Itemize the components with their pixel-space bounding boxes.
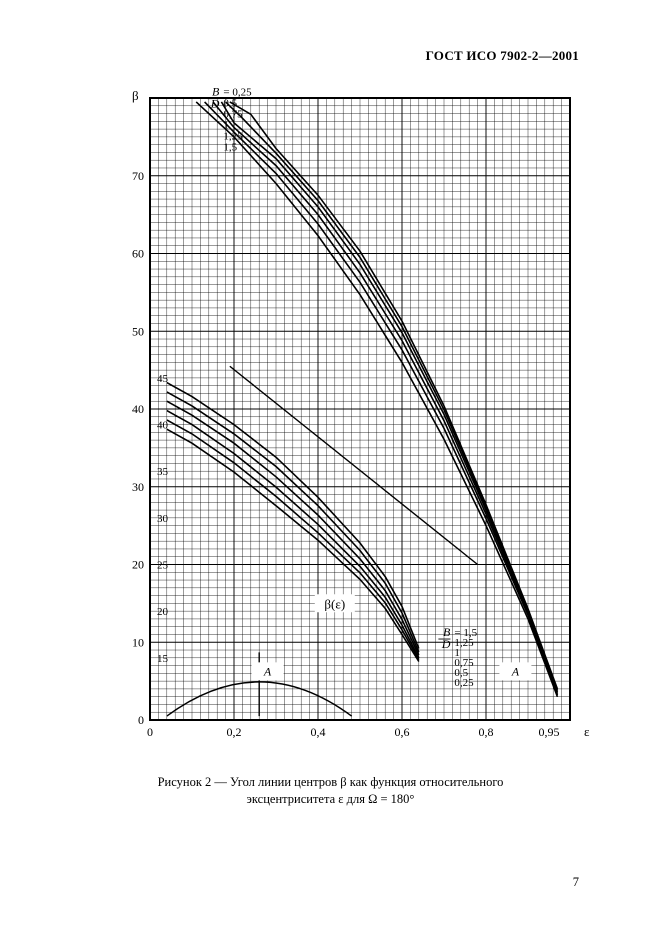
y-tick-inner-label: 45	[157, 373, 169, 385]
y-tick-label: 0	[138, 713, 144, 727]
y-tick-label: 50	[132, 324, 144, 338]
caption-line-2: эксцентриситета ε для Ω = 180°	[247, 792, 415, 806]
y-tick-label: 10	[132, 635, 144, 649]
page-number: 7	[573, 875, 579, 890]
x-tick-label: 0	[147, 725, 153, 739]
x-tick-label: 0,4	[311, 725, 326, 739]
x-tick-label: 0,8	[479, 725, 494, 739]
guide-line	[230, 366, 478, 564]
x-tick-label: 0,95	[539, 725, 560, 739]
ratio-label-top: D	[210, 97, 220, 111]
y-tick-label: 40	[132, 402, 144, 416]
chart-svg: 0 10 20 30 40 50 60 70 0 0,2 0,4 0,6 0,8 0,95 β ε 15 20 25…	[110, 86, 590, 756]
page-root: ГОСТ ИСО 7902-2—2001 0 10 20 30 40 50 60 70 0 0,2…	[0, 0, 661, 936]
y-tick-inner-label: 25	[157, 560, 169, 572]
curve-upper	[205, 102, 558, 695]
doc-header: ГОСТ ИСО 7902-2—2001	[426, 48, 579, 64]
figure-caption: Рисунок 2 — Угол линии центров β как фун…	[0, 774, 661, 808]
bd-label-top: 1,5	[223, 142, 237, 154]
y-axis-label: β	[132, 88, 139, 103]
region-a-label: A	[263, 664, 272, 678]
y-tick-inner-label: 35	[157, 466, 169, 478]
y-tick-label: 30	[132, 480, 144, 494]
ratio-label-bottom: D	[441, 637, 451, 651]
x-tick-label: 0,2	[227, 725, 242, 739]
x-axis-label: ε	[584, 724, 590, 739]
chart-container: 0 10 20 30 40 50 60 70 0 0,2 0,4 0,6 0,8 0,95 β ε 15 20 25…	[110, 86, 590, 756]
center-label: β(ε)	[324, 596, 345, 611]
y-tick-label: 70	[132, 169, 144, 183]
y-tick-label: 60	[132, 247, 144, 261]
region-a-label: A	[511, 664, 520, 678]
x-tick-label: 0,6	[395, 725, 410, 739]
bd-label-bottom: 0,25	[454, 677, 474, 689]
y-tick-inner-label: 20	[157, 606, 169, 618]
y-tick-inner-label: 15	[157, 653, 169, 665]
y-tick-label: 20	[132, 558, 144, 572]
caption-line-1: Рисунок 2 — Угол линии центров β как фун…	[158, 775, 504, 789]
y-tick-inner-label: 30	[157, 513, 169, 525]
y-tick-inner-label: 40	[157, 420, 169, 432]
